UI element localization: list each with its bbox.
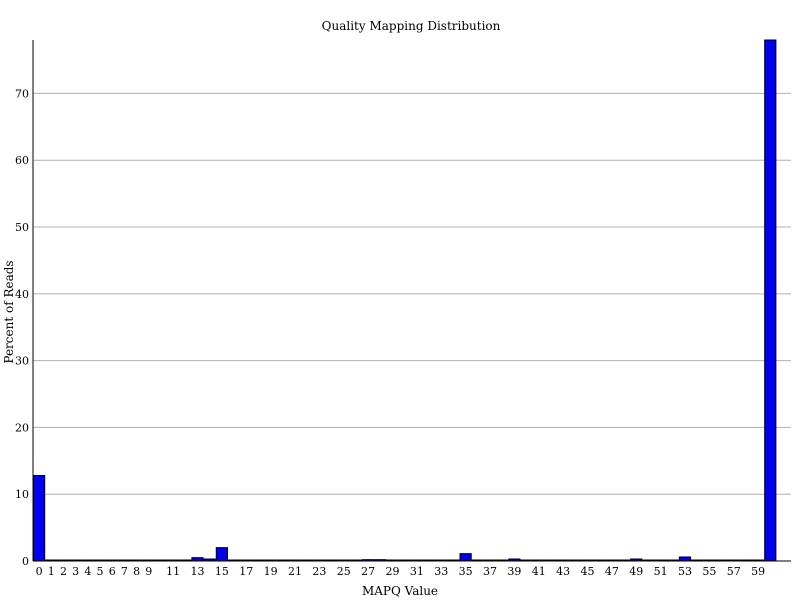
- x-tick-label: 33: [434, 565, 448, 578]
- x-tick-label: 45: [580, 565, 594, 578]
- x-tick-label: 55: [702, 565, 716, 578]
- x-tick-labels: 0 1 2 3 4 5 6 7 8 9 11 13 15 17 19 21 23 25 27 29 31 33 35 37 39…: [36, 565, 766, 578]
- x-tick-label: 19: [264, 565, 278, 578]
- y-tick-label: 0: [22, 555, 29, 568]
- x-tick-label: 3: [72, 565, 79, 578]
- x-tick-label: 41: [532, 565, 546, 578]
- x-tick-label: 4: [84, 565, 91, 578]
- x-tick-label: 5: [97, 565, 104, 578]
- x-tick-label: 57: [727, 565, 741, 578]
- bar: [32, 475, 46, 562]
- x-tick-label: 15: [215, 565, 229, 578]
- x-tick-label: 8: [133, 565, 140, 578]
- x-tick-label: 9: [145, 565, 152, 578]
- bar: [764, 39, 777, 562]
- x-tick-label: 47: [605, 565, 619, 578]
- y-tick-label: 50: [15, 221, 29, 234]
- x-tick-label: 29: [386, 565, 400, 578]
- x-tick-label: 0: [36, 565, 43, 578]
- x-tick-label: 51: [654, 565, 668, 578]
- y-tick-label: 60: [15, 154, 29, 167]
- x-tick-label: 13: [191, 565, 205, 578]
- x-axis-label: MAPQ Value: [362, 584, 438, 598]
- chart-title: Quality Mapping Distribution: [322, 19, 501, 33]
- y-tick-labels: 0 10 20 30 40 50 60 70: [15, 87, 29, 568]
- x-tick-label: 23: [312, 565, 326, 578]
- bar: [215, 547, 228, 562]
- x-tick-label: 35: [459, 565, 473, 578]
- x-tick-label: 59: [751, 565, 765, 578]
- x-tick-label: 49: [629, 565, 643, 578]
- y-axis-label: Percent of Reads: [2, 260, 16, 363]
- x-tick-label: 53: [678, 565, 692, 578]
- y-tick-label: 20: [15, 421, 29, 434]
- x-tick-label: 39: [507, 565, 521, 578]
- x-tick-label: 43: [556, 565, 570, 578]
- grid-lines: [33, 92, 791, 495]
- bar: [678, 556, 692, 562]
- x-tick-label: 21: [288, 565, 302, 578]
- bar: [459, 553, 472, 562]
- bar: [191, 557, 204, 562]
- y-tick-label: 70: [15, 87, 29, 100]
- y-tick-label: 30: [15, 355, 29, 368]
- x-tick-label: 37: [483, 565, 497, 578]
- x-tick-label: 11: [166, 565, 180, 578]
- x-tick-label: 6: [109, 565, 116, 578]
- x-tick-label: 2: [60, 565, 67, 578]
- x-tick-label: 1: [48, 565, 55, 578]
- x-tick-label: 31: [410, 565, 424, 578]
- x-tick-label: 17: [239, 565, 253, 578]
- x-tick-label: 25: [337, 565, 351, 578]
- y-tick-label: 10: [15, 488, 29, 501]
- y-tick-label: 40: [15, 288, 29, 301]
- x-tick-label: 27: [361, 565, 375, 578]
- x-tick-label: 7: [121, 565, 128, 578]
- bars: [32, 39, 777, 562]
